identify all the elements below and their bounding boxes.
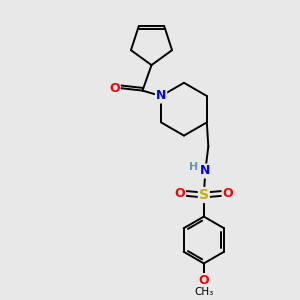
Text: O: O <box>109 82 120 95</box>
Text: CH₃: CH₃ <box>195 287 214 297</box>
Text: S: S <box>199 188 209 202</box>
Text: N: N <box>200 164 211 178</box>
Text: O: O <box>175 187 185 200</box>
Text: H: H <box>189 162 199 172</box>
Text: N: N <box>156 89 166 103</box>
Text: O: O <box>199 274 209 287</box>
Text: O: O <box>223 187 233 200</box>
